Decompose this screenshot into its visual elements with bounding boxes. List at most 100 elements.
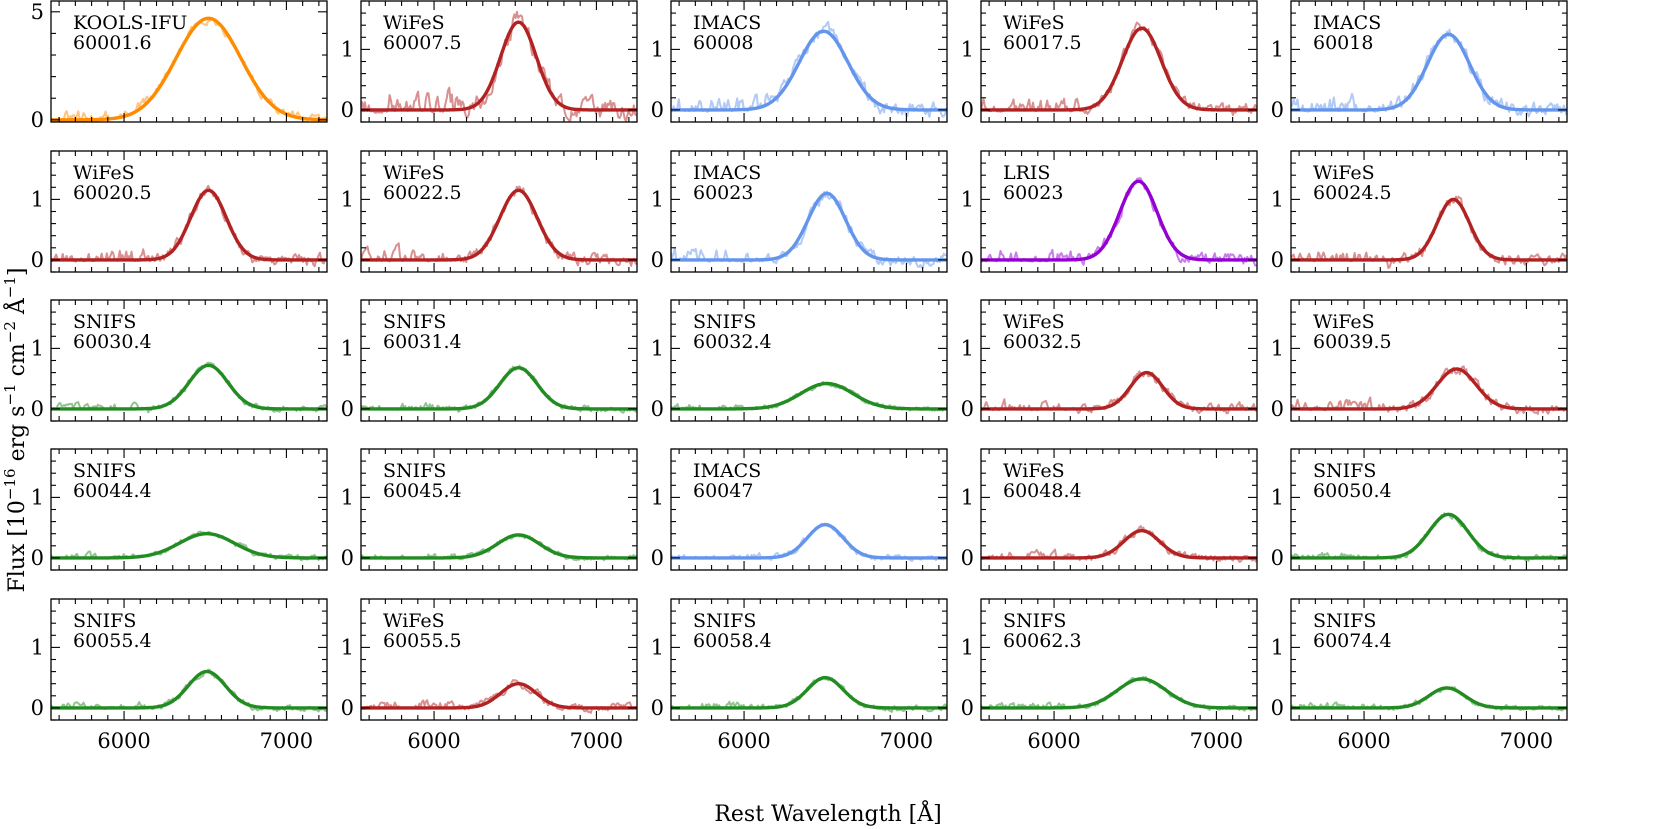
x-tick-label: 6000 (717, 729, 770, 753)
gaussian-fit-line (361, 188, 637, 262)
gaussian-fit-line (51, 363, 327, 411)
gaussian-fit-line (671, 381, 947, 411)
y-tick-label: 1 (31, 187, 44, 211)
panel-epoch-label: 60050.4 (1313, 480, 1392, 502)
panel-instrument-label: IMACS (1313, 12, 1381, 34)
y-tick-label: 1 (1271, 37, 1284, 61)
gaussian-fit-line (671, 29, 947, 112)
y-tick-label: 0 (1271, 248, 1284, 272)
y-tick-label: 1 (341, 635, 354, 659)
panel-instrument-label: WiFeS (73, 162, 135, 184)
panel-epoch-label: 60044.4 (73, 480, 152, 502)
panel-epoch-label: 60039.5 (1313, 331, 1392, 353)
y-tick-label: 0 (31, 546, 44, 570)
y-tick-label: 1 (341, 485, 354, 509)
observed-spectrum-line (671, 380, 947, 412)
gaussian-fit-line (981, 529, 1257, 560)
panel-epoch-label: 60022.5 (383, 182, 462, 204)
gaussian-fit-line (671, 522, 947, 560)
y-tick-label: 1 (31, 485, 44, 509)
panel-epoch-label: 60032.5 (1003, 331, 1082, 353)
panel-instrument-label: SNIFS (693, 311, 756, 333)
y-tick-label: 1 (961, 635, 974, 659)
y-tick-label: 1 (961, 485, 974, 509)
panel-instrument-label: SNIFS (73, 610, 136, 632)
panel-instrument-label: WiFeS (383, 610, 445, 632)
panel-instrument-label: SNIFS (1313, 460, 1376, 482)
gaussian-fit-line (1291, 512, 1567, 560)
y-tick-label: 1 (1271, 187, 1284, 211)
observed-spectrum-line (1291, 195, 1567, 270)
panel-instrument-label: SNIFS (1003, 610, 1066, 632)
gaussian-fit-line (981, 26, 1257, 112)
observed-spectrum-line (51, 361, 327, 414)
panel-instrument-label: LRIS (1003, 162, 1050, 184)
x-tick-label: 6000 (1027, 729, 1080, 753)
y-tick-label: 0 (341, 546, 354, 570)
panel-instrument-label: SNIFS (1313, 610, 1376, 632)
panel-instrument-label: WiFeS (1003, 311, 1065, 333)
panel-epoch-label: 60074.4 (1313, 630, 1392, 652)
gaussian-fit-line (671, 191, 947, 262)
x-tick-label: 6000 (97, 729, 150, 753)
gaussian-fit-line (51, 16, 327, 122)
gaussian-fit-line (981, 677, 1257, 710)
y-tick-label: 1 (961, 37, 974, 61)
gaussian-fit-line (51, 669, 327, 710)
y-tick-label: 0 (31, 696, 44, 720)
observed-spectrum-line (361, 364, 637, 414)
y-tick-label: 1 (1271, 485, 1284, 509)
gaussian-fit-line (981, 370, 1257, 411)
observed-spectrum-line (1291, 365, 1567, 415)
x-tick-label: 6000 (407, 729, 460, 753)
y-tick-label: 0 (961, 98, 974, 122)
y-tick-label: 1 (961, 336, 974, 360)
panel-instrument-label: SNIFS (693, 610, 756, 632)
x-tick-label: 7000 (1500, 729, 1553, 753)
y-tick-label: 0 (961, 546, 974, 570)
panel-instrument-label: SNIFS (383, 460, 446, 482)
panel-epoch-label: 60018 (1313, 32, 1373, 54)
x-tick-label: 7000 (880, 729, 933, 753)
panel-epoch-label: 60045.4 (383, 480, 462, 502)
y-tick-label: 0 (961, 696, 974, 720)
y-tick-label: 0 (31, 108, 44, 132)
panel-epoch-label: 60007.5 (383, 32, 462, 54)
y-axis-title: Flux [10−16 erg s−1 cm−2 Å−1] (1, 267, 30, 592)
y-tick-label: 0 (961, 248, 974, 272)
gaussian-fit-line (981, 179, 1257, 262)
panel-instrument-label: SNIFS (383, 311, 446, 333)
y-tick-label: 1 (651, 187, 664, 211)
panel-epoch-label: 60055.4 (73, 630, 152, 652)
observed-spectrum-line (1291, 512, 1567, 562)
panel-epoch-label: 60017.5 (1003, 32, 1082, 54)
observed-spectrum-line (671, 522, 947, 562)
panel-epoch-label: 60055.5 (383, 630, 462, 652)
gaussian-fit-line (1291, 32, 1567, 112)
x-tick-label: 7000 (570, 729, 623, 753)
y-tick-label: 0 (651, 546, 664, 570)
y-tick-label: 1 (651, 485, 664, 509)
gaussian-fit-line (1291, 367, 1567, 411)
panel-instrument-label: SNIFS (73, 460, 136, 482)
panel-instrument-label: WiFeS (1003, 460, 1065, 482)
y-tick-label: 0 (341, 248, 354, 272)
gaussian-fit-line (1291, 686, 1567, 710)
panel-grid: 05 KOOLS-IFU60001.601WiFeS60007.501IMACS6… (31, 0, 1568, 753)
y-tick-label: 1 (961, 187, 974, 211)
y-tick-label: 1 (1271, 635, 1284, 659)
y-tick-label: 0 (31, 397, 44, 421)
